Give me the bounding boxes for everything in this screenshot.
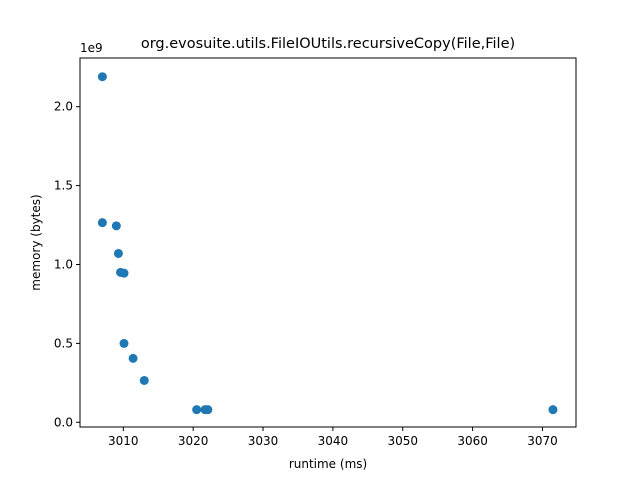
x-axis-label: runtime (ms) xyxy=(289,457,367,471)
x-tick-label: 3040 xyxy=(318,434,349,448)
x-axis-ticks: 3010 3020 3030 3040 3050 3060 3070 xyxy=(108,427,558,448)
data-points xyxy=(97,72,558,415)
data-point xyxy=(119,268,129,278)
y-tick-label: 2.0 xyxy=(54,100,73,114)
data-point xyxy=(97,72,107,82)
y-axis-ticks: 0.0 0.5 1.0 1.5 2.0 xyxy=(54,100,80,429)
y-tick-label: 1.0 xyxy=(54,257,73,271)
x-tick-label: 3070 xyxy=(527,434,558,448)
y-axis-label: memory (bytes) xyxy=(29,194,43,290)
y-offset-label: 1e9 xyxy=(80,41,103,55)
y-tick-label: 0.5 xyxy=(54,336,73,350)
data-point xyxy=(548,405,558,415)
y-tick-label: 1.5 xyxy=(54,179,73,193)
y-tick-label: 0.0 xyxy=(54,415,73,429)
data-point xyxy=(97,218,107,228)
data-point xyxy=(113,248,123,258)
data-point xyxy=(203,405,213,415)
x-tick-label: 3020 xyxy=(178,434,209,448)
x-tick-label: 3030 xyxy=(248,434,279,448)
plot-area-frame xyxy=(79,57,577,428)
chart-title: org.evosuite.utils.FileIOUtils.recursive… xyxy=(141,36,515,52)
data-point xyxy=(128,353,138,363)
data-point xyxy=(192,405,202,415)
data-point xyxy=(119,338,129,348)
x-tick-label: 3010 xyxy=(108,434,139,448)
data-point xyxy=(139,375,149,385)
x-tick-label: 3060 xyxy=(457,434,488,448)
x-tick-label: 3050 xyxy=(387,434,418,448)
data-point xyxy=(111,221,121,231)
